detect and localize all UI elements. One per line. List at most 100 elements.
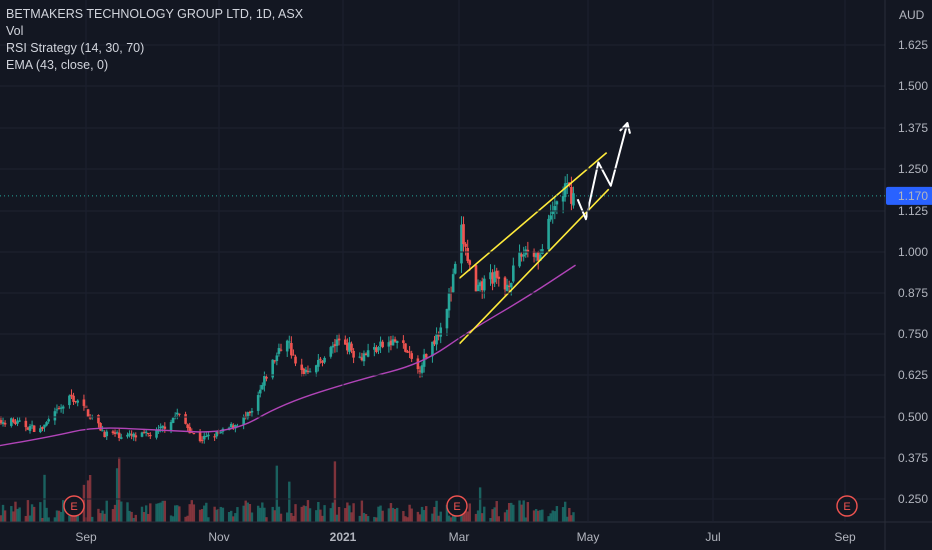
volume-bar bbox=[61, 500, 65, 522]
legend-ema[interactable]: EMA (43, close, 0) bbox=[6, 58, 109, 72]
volume-bar bbox=[445, 504, 449, 522]
candle-body bbox=[39, 428, 42, 433]
volume-bar bbox=[431, 513, 434, 522]
volume-bar bbox=[449, 517, 453, 522]
candle-body bbox=[489, 272, 492, 280]
volume-bar bbox=[3, 510, 7, 522]
volume-bar bbox=[306, 500, 310, 522]
volume-bar bbox=[186, 515, 189, 522]
volume-bar bbox=[171, 516, 175, 522]
volume-bar bbox=[113, 504, 117, 522]
candle-body bbox=[335, 339, 339, 346]
last-price-badge bbox=[886, 186, 932, 205]
candle-body bbox=[447, 293, 451, 311]
candle-body bbox=[0, 420, 3, 424]
candle-body bbox=[115, 432, 119, 434]
legend-volume[interactable]: Vol bbox=[6, 24, 24, 38]
candle-body bbox=[462, 224, 465, 245]
y-tick-label: 0.750 bbox=[898, 327, 928, 341]
volume-bar bbox=[86, 480, 90, 522]
volume-bar bbox=[59, 511, 63, 522]
volume-bar bbox=[1, 504, 5, 522]
volume-bar bbox=[117, 457, 121, 522]
volume-bar bbox=[144, 505, 148, 522]
candle-body bbox=[468, 260, 472, 265]
volume-bar bbox=[391, 507, 395, 522]
volume-bar bbox=[489, 517, 492, 522]
legend-rsi-strategy[interactable]: RSI Strategy (14, 30, 70) bbox=[6, 41, 145, 55]
volume-bar bbox=[532, 510, 536, 522]
candle-body bbox=[213, 436, 216, 438]
candle-body bbox=[512, 265, 515, 282]
candle-body bbox=[263, 376, 266, 386]
candle-body bbox=[55, 409, 59, 411]
candle-body bbox=[393, 339, 397, 342]
volume-bar bbox=[404, 516, 407, 522]
candle-body bbox=[242, 416, 245, 425]
volume-bar bbox=[32, 506, 36, 522]
candle-body bbox=[178, 413, 181, 415]
volume-bar bbox=[541, 509, 544, 522]
candle-body bbox=[126, 434, 129, 437]
candle-body bbox=[161, 425, 165, 428]
ema-layer bbox=[0, 264, 576, 447]
candle-body bbox=[290, 342, 293, 356]
volume-bar bbox=[76, 510, 79, 522]
volume-bar bbox=[250, 512, 254, 522]
candle-body bbox=[285, 340, 289, 352]
candle-body bbox=[518, 252, 521, 267]
projection-path bbox=[576, 122, 629, 221]
x-tick-label: Sep bbox=[75, 530, 97, 544]
candle-body bbox=[200, 439, 204, 441]
candle-body bbox=[507, 285, 511, 288]
volume-bar bbox=[219, 506, 223, 522]
candle-body bbox=[105, 431, 109, 437]
candle-body bbox=[140, 432, 144, 437]
volume-bar bbox=[12, 511, 15, 522]
volume-bar bbox=[389, 503, 393, 522]
volume-bar bbox=[483, 506, 486, 522]
channel-upper-line bbox=[458, 151, 608, 279]
candle-body bbox=[215, 431, 218, 437]
candle-body bbox=[82, 399, 86, 406]
x-tick-label: May bbox=[577, 530, 600, 544]
volume-bar bbox=[481, 513, 484, 522]
earnings-marker-label: E bbox=[843, 501, 850, 513]
volume-bar bbox=[47, 517, 50, 522]
volume-bar bbox=[279, 513, 283, 522]
volume-bar bbox=[91, 516, 94, 522]
volume-bar bbox=[335, 514, 339, 522]
y-tick-label: 1.625 bbox=[898, 38, 928, 52]
y-tick-label: 1.500 bbox=[898, 79, 928, 93]
volume-bar bbox=[10, 506, 13, 522]
volume-layer bbox=[0, 457, 575, 522]
candle-body bbox=[333, 344, 337, 347]
candle-body bbox=[505, 284, 509, 291]
candle-body bbox=[445, 309, 449, 329]
legend-symbol-title[interactable]: BETMAKERS TECHNOLOGY GROUP LTD, 1D, ASX bbox=[6, 7, 304, 21]
candle-body bbox=[495, 270, 499, 278]
volume-bar bbox=[126, 502, 129, 522]
candle-body bbox=[561, 196, 565, 202]
volume-bar bbox=[244, 500, 247, 522]
volume-bar bbox=[360, 500, 364, 522]
volume-bar bbox=[366, 516, 370, 522]
candle-body bbox=[408, 351, 411, 353]
volume-bar bbox=[55, 510, 59, 522]
volume-bar bbox=[184, 516, 187, 522]
candle-body bbox=[128, 433, 131, 436]
volume-bar bbox=[157, 503, 160, 522]
volume-bar bbox=[478, 487, 482, 522]
volume-bar bbox=[39, 502, 42, 522]
volume-bar bbox=[518, 500, 521, 522]
volume-bar bbox=[70, 514, 73, 522]
candle-body bbox=[12, 419, 15, 423]
candle-body bbox=[389, 340, 393, 346]
x-tick-label: 2021 bbox=[330, 530, 357, 544]
volume-bar bbox=[563, 501, 567, 522]
volume-bar bbox=[53, 517, 57, 522]
candle-body bbox=[476, 284, 480, 292]
volume-bar bbox=[537, 510, 540, 522]
